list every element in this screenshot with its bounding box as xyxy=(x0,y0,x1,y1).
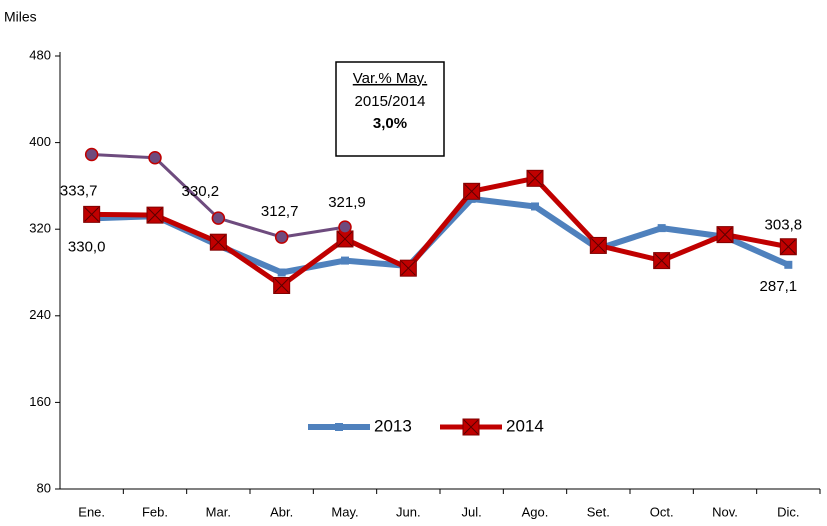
marker xyxy=(277,268,286,277)
annotation-value: 3,0% xyxy=(373,115,407,132)
x-tick-label: Set. xyxy=(587,504,610,519)
x-tick-label: Nov. xyxy=(712,504,738,519)
marker xyxy=(589,236,607,254)
x-tick-label: Oct. xyxy=(650,504,674,519)
series-line xyxy=(91,175,789,288)
legend-label: 2013 xyxy=(374,416,412,435)
data-label: 333,7 xyxy=(60,182,98,199)
marker xyxy=(341,256,349,265)
x-tick-label: Feb. xyxy=(142,504,168,519)
x-tick-label: Ago. xyxy=(522,504,549,519)
x-tick-label: Ene. xyxy=(78,504,105,519)
marker xyxy=(531,202,539,211)
marker xyxy=(779,238,797,256)
data-label: 330,2 xyxy=(182,183,220,200)
marker xyxy=(84,147,99,162)
marker-cross xyxy=(84,207,100,222)
marker-cross xyxy=(400,260,416,276)
data-label: 303,8 xyxy=(765,217,803,234)
marker xyxy=(148,151,162,165)
marker xyxy=(463,182,481,200)
marker xyxy=(335,423,343,431)
marker-cross xyxy=(590,238,606,253)
y-tick-label: 160 xyxy=(29,394,51,409)
marker-cross xyxy=(210,234,226,250)
marker xyxy=(399,259,417,277)
y-tick-label: 80 xyxy=(37,480,51,495)
marker xyxy=(716,226,734,244)
series-line xyxy=(91,195,790,276)
x-tick-label: Jul. xyxy=(462,504,482,519)
marker xyxy=(146,206,164,224)
x-tick-label: Dic. xyxy=(777,504,799,519)
y-axis-label: Miles xyxy=(4,9,37,25)
annotation-title: Var.% May. xyxy=(353,70,427,87)
data-label: 312,7 xyxy=(261,203,299,220)
marker-cross xyxy=(527,170,543,186)
marker-cross xyxy=(717,227,733,242)
marker xyxy=(336,230,354,248)
marker-cross xyxy=(274,278,290,293)
marker xyxy=(83,205,101,223)
marker xyxy=(462,418,480,436)
marker-cross xyxy=(654,253,670,268)
marker-cross xyxy=(780,239,796,255)
data-label: 330,0 xyxy=(68,238,106,255)
marker xyxy=(526,169,544,187)
marker xyxy=(211,211,226,225)
marker xyxy=(338,220,352,234)
marker xyxy=(209,233,227,251)
data-label: 287,1 xyxy=(760,278,798,295)
marker xyxy=(274,230,289,244)
x-tick-label: May. xyxy=(331,504,358,519)
x-tick-label: Mar. xyxy=(206,504,231,519)
x-tick-label: Abr. xyxy=(270,504,293,519)
y-tick-label: 240 xyxy=(29,307,51,322)
marker xyxy=(273,276,291,294)
annotation-period: 2015/2014 xyxy=(355,93,426,110)
x-tick-label: Jun. xyxy=(396,504,421,519)
marker-cross xyxy=(463,419,479,435)
marker-cross xyxy=(337,231,353,247)
y-tick-label: 320 xyxy=(29,221,51,236)
marker xyxy=(657,224,666,233)
marker xyxy=(784,260,793,269)
marker-cross xyxy=(464,183,480,199)
marker-cross xyxy=(147,207,163,223)
y-tick-label: 400 xyxy=(29,134,51,149)
legend-label: 2014 xyxy=(506,416,544,435)
data-label: 321,9 xyxy=(328,194,366,211)
y-tick-label: 480 xyxy=(29,47,51,62)
marker xyxy=(653,252,671,270)
annotation-box xyxy=(335,61,445,157)
